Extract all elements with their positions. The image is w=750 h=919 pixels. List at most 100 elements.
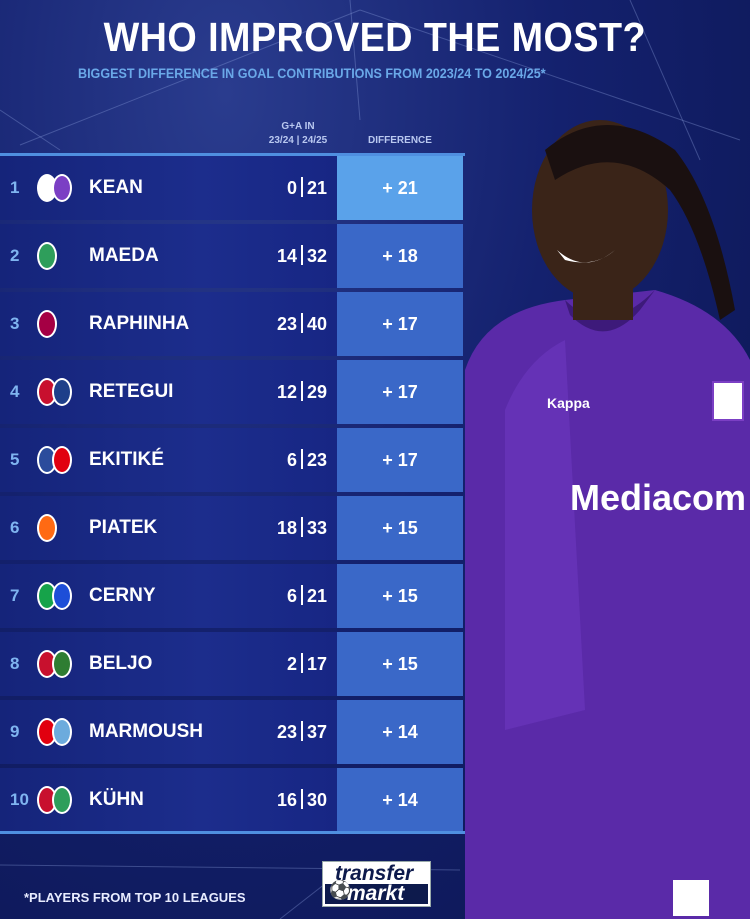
ga-2024-25: 40 xyxy=(306,314,327,334)
table-row: 8 BELJO 2 17 + 15 xyxy=(0,632,465,696)
club-logos xyxy=(37,512,79,544)
ga-2023-24: 18 xyxy=(276,518,297,538)
player-cell: 6 PIATEK 18 33 xyxy=(0,496,337,560)
ga-2023-24: 12 xyxy=(276,382,297,402)
difference-cell: + 14 xyxy=(337,700,463,764)
rank: 10 xyxy=(10,790,29,809)
player-name: MARMOUSH xyxy=(89,721,203,742)
difference-cell: + 21 xyxy=(337,156,463,220)
page-title: WHO IMPROVED THE MOST? xyxy=(0,14,750,61)
rank: 7 xyxy=(10,586,20,605)
ga-2023-24: 2 xyxy=(286,654,297,674)
player-cell: 3 RAPHINHA 23 40 xyxy=(0,292,337,356)
table-row: 1 KEAN 0 21 + 21 xyxy=(0,156,465,220)
club-logos xyxy=(37,580,79,612)
club-crest-icon xyxy=(52,786,72,814)
table-bottom-line xyxy=(0,831,465,834)
ga-values: 23 40 xyxy=(277,313,327,335)
player-name: MAEDA xyxy=(89,245,159,266)
rank: 9 xyxy=(10,722,20,741)
player-name: RAPHINHA xyxy=(89,313,190,334)
table-row: 5 EKITIKÉ 6 23 + 17 xyxy=(0,428,465,492)
subtitle: BIGGEST DIFFERENCE IN GOAL CONTRIBUTIONS… xyxy=(78,66,546,81)
player-cell: 8 BELJO 2 17 xyxy=(0,632,337,696)
club-logos xyxy=(37,308,79,340)
ga-2024-25: 37 xyxy=(306,722,327,742)
footballer-icon: ⚽ xyxy=(329,880,352,900)
club-crest-icon xyxy=(52,718,72,746)
ga-2023-24: 23 xyxy=(276,314,297,334)
ga-2023-24: 6 xyxy=(286,450,297,470)
difference-cell: + 15 xyxy=(337,632,463,696)
club-crest-icon xyxy=(52,650,72,678)
player-cell: 9 MARMOUSH 23 37 xyxy=(0,700,337,764)
title-text: WHO IMPROVED THE MOST? xyxy=(103,14,647,60)
ga-2024-25: 21 xyxy=(306,178,327,198)
difference-cell: + 15 xyxy=(337,496,463,560)
rank: 2 xyxy=(10,246,20,265)
table-row: 10 KÜHN 16 30 + 14 xyxy=(0,768,465,832)
ga-2024-25: 23 xyxy=(306,450,327,470)
ga-2024-25: 21 xyxy=(306,586,327,606)
ga-2024-25: 33 xyxy=(306,518,327,538)
club-logos xyxy=(37,172,79,204)
ga-header-line1: G+A IN xyxy=(281,121,315,132)
ga-values: 14 32 xyxy=(277,245,327,267)
difference-cell: + 17 xyxy=(337,428,463,492)
table-top-line xyxy=(0,153,465,156)
club-crest-icon xyxy=(52,446,72,474)
player-cell: 10 KÜHN 16 30 xyxy=(0,768,337,832)
rank: 1 xyxy=(10,178,20,197)
player-cell: 1 KEAN 0 21 xyxy=(0,156,337,220)
ga-2024-25: 30 xyxy=(306,790,327,810)
club-crest-icon xyxy=(52,378,72,406)
player-cell: 5 EKITIKÉ 6 23 xyxy=(0,428,337,492)
difference-cell: + 15 xyxy=(337,564,463,628)
ga-values: 23 37 xyxy=(277,721,327,743)
club-crest-icon xyxy=(37,514,57,542)
player-name: KÜHN xyxy=(89,789,144,810)
table-row: 4 RETEGUI 12 29 + 17 xyxy=(0,360,465,424)
difference-header: DIFFERENCE xyxy=(368,135,432,146)
ga-values: 0 21 xyxy=(287,177,327,199)
ga-values: 16 30 xyxy=(277,789,327,811)
club-logos xyxy=(37,444,79,476)
ga-2024-25: 32 xyxy=(306,246,327,266)
table-row: 7 CERNY 6 21 + 15 xyxy=(0,564,465,628)
logo-line2: markt xyxy=(325,883,428,904)
club-logos xyxy=(37,648,79,680)
rank: 8 xyxy=(10,654,20,673)
ga-values: 6 23 xyxy=(287,449,327,471)
rank: 6 xyxy=(10,518,20,537)
table-row: 3 RAPHINHA 23 40 + 17 xyxy=(0,292,465,356)
table-row: 6 PIATEK 18 33 + 15 xyxy=(0,496,465,560)
player-name: KEAN xyxy=(89,177,143,198)
ga-header-line2: 23/24 | 24/25 xyxy=(268,135,328,146)
ga-values: 6 21 xyxy=(287,585,327,607)
ga-values: 12 29 xyxy=(277,381,327,403)
club-crest-icon xyxy=(52,582,72,610)
ga-2024-25: 17 xyxy=(306,654,327,674)
difference-cell: + 18 xyxy=(337,224,463,288)
ga-2023-24: 0 xyxy=(286,178,297,198)
player-name: EKITIKÉ xyxy=(89,449,164,470)
club-crest-icon xyxy=(37,242,57,270)
table-row: 2 MAEDA 14 32 + 18 xyxy=(0,224,465,288)
ga-values: 2 17 xyxy=(287,653,327,675)
club-crest-icon xyxy=(37,310,57,338)
club-logos xyxy=(37,784,79,816)
club-logos xyxy=(37,240,79,272)
club-logos xyxy=(37,716,79,748)
ga-2024-25: 29 xyxy=(306,382,327,402)
player-name: BELJO xyxy=(89,653,153,674)
player-photo: Mediacom Kappa xyxy=(465,120,750,919)
ga-header: G+A IN 23/24 | 24/25 xyxy=(255,120,341,148)
sponsor-text: Mediacom xyxy=(570,477,746,518)
difference-cell: + 14 xyxy=(337,768,463,832)
ga-2023-24: 14 xyxy=(276,246,297,266)
rank: 4 xyxy=(10,382,20,401)
player-name: RETEGUI xyxy=(89,381,174,402)
ga-values: 18 33 xyxy=(277,517,327,539)
player-cell: 2 MAEDA 14 32 xyxy=(0,224,337,288)
rank: 5 xyxy=(10,450,20,469)
